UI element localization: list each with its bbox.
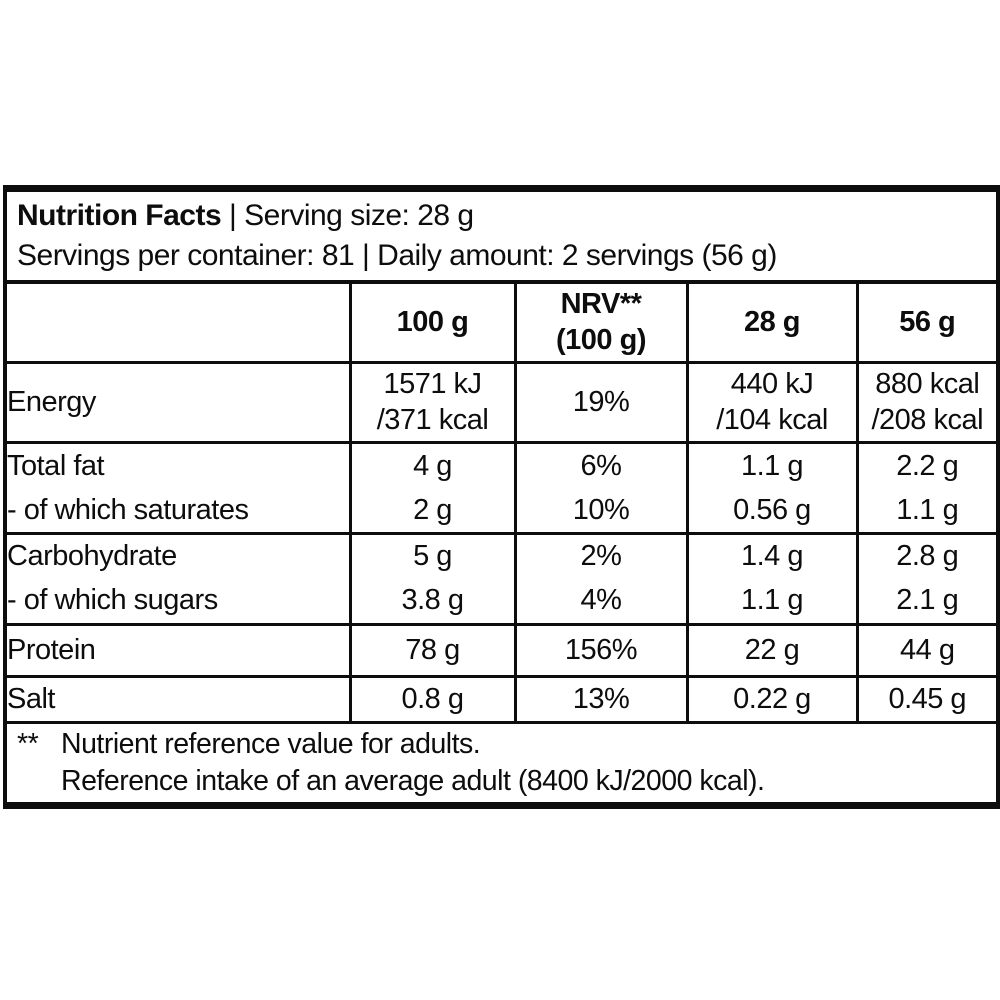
footnote-cell: ** Nutrient reference value for adults. R…: [5, 723, 998, 806]
cell-protein-100g: 78 g: [348, 624, 515, 678]
footnote: ** Nutrient reference value for adults. R…: [7, 726, 996, 800]
cell-saturates-100g: 2 g: [348, 488, 515, 535]
cell-energy-56g: 880 kcal /208 kcal: [855, 362, 999, 444]
cell-carbohydrate-56g: 2.8 g: [855, 533, 999, 579]
cell-salt-100g: 0.8 g: [348, 676, 515, 724]
header-row: Nutrition Facts | Serving size: 28 g Ser…: [5, 188, 999, 284]
footnote-marker: **: [17, 728, 39, 760]
column-header-28g: 28 g: [685, 282, 857, 364]
table-row-saturates: - of which saturates 2 g 10% 0.56 g 1.1 …: [5, 488, 999, 535]
cell-protein-nrv: 156%: [513, 624, 687, 678]
column-header-nrv: NRV** (100 g): [513, 282, 687, 364]
cell-salt-28g: 0.22 g: [685, 676, 857, 724]
table-row-sugars: - of which sugars 3.8 g 4% 1.1 g 2.1 g: [5, 578, 999, 626]
row-label-carbohydrate: Carbohydrate: [7, 540, 177, 573]
cell-sugars-nrv: 4%: [513, 578, 687, 626]
cell-saturates-nrv: 10%: [513, 488, 687, 535]
nutrition-facts-table: Nutrition Facts | Serving size: 28 g Ser…: [3, 185, 1000, 809]
cell-energy-100g: 1571 kJ /371 kcal: [348, 362, 515, 444]
cell-carbohydrate-28g: 1.4 g: [685, 533, 857, 579]
cell-sugars-28g: 1.1 g: [685, 578, 857, 626]
cell-saturates-28g: 0.56 g: [685, 488, 857, 535]
header-line-2: Servings per container: 81 | Daily amoun…: [17, 239, 777, 272]
table-row-protein: Protein 78 g 156% 22 g 44 g: [5, 624, 999, 678]
cell-protein-28g: 22 g: [685, 624, 857, 678]
table-row-total-fat: Total fat 4 g 6% 1.1 g 2.2 g: [5, 442, 999, 489]
cell-saturates-56g: 1.1 g: [855, 488, 999, 535]
row-label-saturates: - of which saturates: [5, 488, 350, 535]
table-row-carbohydrate: Carbohydrate 5 g 2% 1.4 g 2.8 g: [5, 533, 999, 579]
cell-energy-28g: 440 kJ /104 kcal: [685, 362, 857, 444]
cell-energy-nrv: 19%: [513, 362, 687, 444]
table-row-energy: Energy 1571 kJ /371 kcal 19% 440 kJ /104…: [5, 362, 999, 444]
row-label-salt: Salt: [5, 676, 350, 724]
header-line-1: Nutrition Facts | Serving size: 28 g: [7, 196, 996, 236]
cell-total-fat-56g: 2.2 g: [855, 442, 999, 489]
cell-carbohydrate-100g: 5 g: [348, 533, 515, 579]
footnote-line-2: Reference intake of an average adult (84…: [61, 765, 765, 797]
cell-sugars-100g: 3.8 g: [348, 578, 515, 626]
cell-total-fat-100g: 4 g: [348, 442, 515, 489]
cell-sugars-56g: 2.1 g: [855, 578, 999, 626]
column-header-100g: 100 g: [348, 282, 515, 364]
footnote-text-1: Nutrient reference value for adults.: [61, 728, 481, 760]
cell-salt-nrv: 13%: [513, 676, 687, 724]
cell-salt-56g: 0.45 g: [855, 676, 999, 724]
row-label-total-fat: Total fat: [7, 449, 105, 482]
row-label-sugars: - of which sugars: [5, 578, 350, 626]
cell-carbohydrate-nrv: 2%: [513, 533, 687, 579]
cell-total-fat-nrv: 6%: [513, 442, 687, 489]
label-title: Nutrition Facts: [17, 199, 222, 232]
footnote-row: ** Nutrient reference value for adults. R…: [5, 723, 998, 806]
row-label-protein: Protein: [5, 624, 350, 678]
row-label-energy: Energy: [5, 362, 350, 444]
header-cell: Nutrition Facts | Serving size: 28 g Ser…: [5, 188, 999, 284]
cell-protein-56g: 44 g: [855, 624, 999, 678]
table-row-salt: Salt 0.8 g 13% 0.22 g 0.45 g: [5, 676, 999, 724]
cell-total-fat-28g: 1.1 g: [685, 442, 857, 489]
column-header-blank: [5, 282, 350, 364]
column-header-row: 100 g NRV** (100 g) 28 g 56 g: [5, 282, 999, 364]
column-header-56g: 56 g: [855, 282, 999, 364]
serving-size-text: | Serving size: 28 g: [229, 199, 474, 232]
footnote-line-1: ** Nutrient reference value for adults.: [17, 726, 996, 763]
